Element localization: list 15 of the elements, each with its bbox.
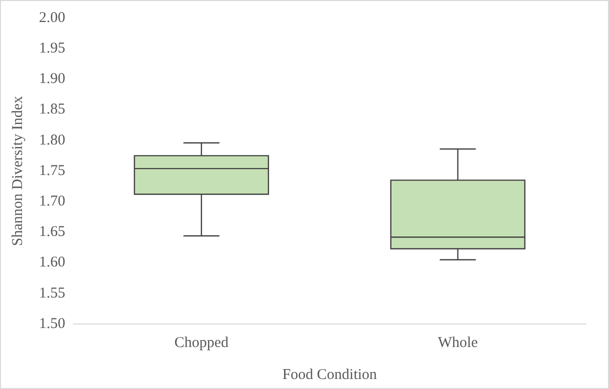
x-axis-title: Food Condition (282, 366, 378, 383)
x-tick-label: Whole (438, 334, 478, 351)
y-tick-label: 1.85 (39, 102, 66, 118)
x-tick-label: Chopped (174, 334, 230, 351)
y-tick-label: 1.75 (39, 162, 66, 179)
y-tick-label: 1.60 (39, 254, 66, 271)
y-tick-label: 1.55 (39, 285, 66, 302)
y-axis-title: Shannon Diversity Index (10, 96, 26, 246)
y-tick-label: 1.90 (39, 71, 66, 88)
y-tick-label: 1.65 (39, 224, 66, 240)
y-tick-label: 1.50 (39, 316, 66, 332)
y-tick-label: 2.00 (39, 10, 66, 26)
y-tick-label: 1.70 (39, 194, 66, 210)
y-tick-label: 1.80 (39, 132, 66, 148)
y-tick-label: 1.95 (39, 40, 66, 57)
